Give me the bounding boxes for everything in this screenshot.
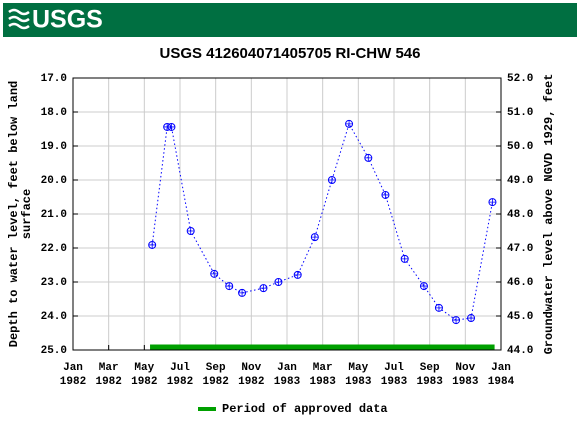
x-tick-label: Nov 1983 [452,362,479,388]
data-point [293,270,302,279]
point-cross [148,241,156,249]
x-tick-label: Jul 1982 [167,362,193,388]
y-tick-label: 20.0 [41,175,67,187]
data-point [327,176,336,184]
y2-axis-label: Groundwater level above NGVD 1929, feet [542,74,556,355]
data-point [259,284,268,293]
y2-tick-label: 50.0 [507,141,533,153]
y2-tick-label: 47.0 [507,243,533,255]
data-point [167,122,176,131]
point-cross [259,284,267,292]
data-point [419,282,428,291]
header-bar [3,3,577,37]
point-cross [294,271,302,279]
x-tick-label: May 1983 [345,362,372,388]
y-tick-label: 18.0 [41,107,67,119]
point-cross [187,227,195,235]
logo: USGS [32,6,103,34]
y-tick-label: 25.0 [41,345,67,357]
x-tick-label: Mar 1982 [95,362,121,388]
point-cross [328,176,336,184]
y-tick-label: 22.0 [41,243,67,255]
y-tick-label: 21.0 [41,209,67,221]
point-cross [381,191,389,199]
point-cross [225,282,233,290]
y-tick-label: 23.0 [41,277,67,289]
point-cross [210,270,218,278]
point-cross [167,123,175,131]
y2-tick-label: 46.0 [507,277,533,289]
data-point [148,240,157,249]
data-point [381,190,390,199]
y-axis-label: Depth to water level, feet below landsur… [7,81,34,347]
data-point [488,198,497,207]
y2-tick-label: 48.0 [507,209,533,221]
y-tick-label: 17.0 [41,73,67,85]
plot-frame [72,77,502,351]
y2-tick-label: 49.0 [507,175,533,187]
data-point [186,227,195,235]
data-point [345,119,354,128]
logo-waves [8,8,30,30]
x-tick-label: Jan 1984 [488,362,515,388]
data-point [274,278,283,286]
data-point [238,288,247,297]
data-point [400,254,409,263]
x-tick-label: Jan 1982 [60,362,86,388]
data-point [434,303,443,312]
data-point [467,314,476,323]
data-point [452,316,461,325]
data-point [310,233,319,242]
point-cross [364,154,372,162]
point-cross [345,120,353,128]
point-cross [311,233,319,241]
x-tick-label: Jul 1983 [381,362,408,388]
data-point [364,153,373,162]
x-tick-label: Sep 1983 [416,362,443,388]
y-tick-label: 24.0 [41,311,67,323]
y2-tick-label: 51.0 [507,107,533,119]
point-cross [435,304,443,312]
y2-tick-label: 52.0 [507,73,533,85]
data-point [225,282,234,291]
data-point [210,269,219,278]
x-tick-label: Sep 1982 [202,362,228,388]
point-cross [274,278,282,286]
point-cross [420,282,428,290]
y-tick-label: 19.0 [41,141,67,153]
legend-label: Period of approved data [222,402,388,416]
x-tick-label: May 1982 [131,362,157,388]
y2-tick-label: 44.0 [507,345,533,357]
point-cross [238,289,246,297]
point-cross [452,316,460,324]
x-tick-label: Mar 1983 [309,362,336,388]
x-tick-label: Nov 1982 [238,362,264,388]
point-cross [467,314,475,322]
x-tick-label: Jan 1983 [274,362,301,388]
point-cross [401,255,409,263]
data-line [151,122,493,321]
y2-tick-label: 45.0 [507,311,533,323]
point-cross [488,198,496,206]
chart-title: USGS 412604071405705 RI-CHW 546 [160,45,421,62]
